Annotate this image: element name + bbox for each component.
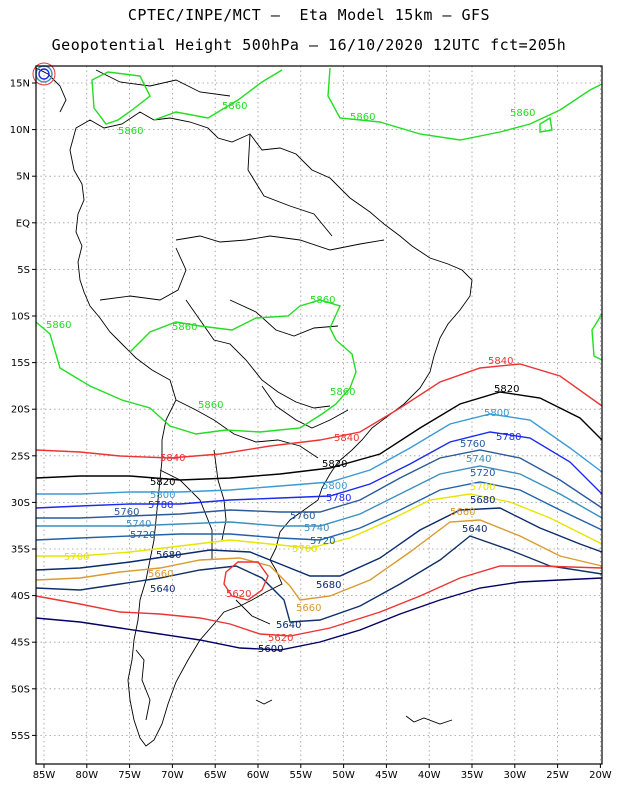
contour-label: 5860 — [330, 387, 355, 398]
latitude-label: 25S — [11, 451, 30, 462]
contour-label: 5800 — [322, 481, 347, 492]
contour-label: 5640 — [276, 620, 301, 631]
contour-label: 5780 — [496, 432, 521, 443]
contour-label: 5760 — [290, 511, 315, 522]
longitude-label: 50W — [332, 770, 355, 781]
latitude-label: 5N — [16, 172, 30, 183]
contour-label: 5860 — [310, 295, 335, 306]
contour-label: 5720 — [130, 530, 155, 541]
map-frame — [35, 65, 603, 765]
contour-label: 5760 — [114, 507, 139, 518]
longitude-label: 40W — [418, 770, 441, 781]
contour-label: 5740 — [466, 454, 491, 465]
longitude-label: 85W — [33, 770, 56, 781]
latitude-label: 45S — [11, 638, 30, 649]
contour-label: 5680 — [316, 580, 341, 591]
contour-label: 5700 — [64, 552, 89, 563]
contour-label: 5840 — [160, 453, 185, 464]
contour-label: 5860 — [222, 101, 247, 112]
contour-label: 5860 — [172, 322, 197, 333]
latitude-label: EQ — [16, 218, 30, 229]
coastlines — [35, 67, 473, 747]
contour-label: 5760 — [460, 439, 485, 450]
contour-label: 5820 — [494, 384, 519, 395]
latitude-label: 15N — [10, 79, 30, 90]
contour-label: 5660 — [296, 603, 321, 614]
contour-label: 5700 — [292, 544, 317, 555]
longitude-label: 55W — [289, 770, 312, 781]
contour-label: 5840 — [488, 356, 513, 367]
longitude-label: 30W — [503, 770, 526, 781]
contour-label: 5780 — [326, 493, 351, 504]
latitude-label: 55S — [11, 731, 30, 742]
contour-label: 5820 — [322, 459, 347, 470]
contour-label: 5860 — [198, 400, 223, 411]
contour-label: 5680 — [156, 550, 181, 561]
contour-label: 5740 — [304, 523, 329, 534]
contour-label: 5720 — [310, 536, 335, 547]
contour-label: 5620 — [268, 633, 293, 644]
contour-label: 5660 — [148, 569, 173, 580]
contour-label: 5840 — [334, 433, 359, 444]
contour-label: 5860 — [118, 126, 143, 137]
contour-label: 5780 — [148, 500, 173, 511]
contour-labels: 5860 5860 5860 5860 5860 5860 5860 5860 … — [46, 101, 535, 655]
latitude-label: 15S — [11, 358, 30, 369]
longitude-label: 65W — [204, 770, 227, 781]
map-title-line-1: CPTEC/INPE/MCT – Eta Model 15km – GFS — [127, 6, 491, 24]
contour-label: 5800 — [150, 490, 175, 501]
contour-label: 5820 — [150, 477, 175, 488]
contour-label: 5860 — [510, 108, 535, 119]
longitude-label: 60W — [247, 770, 270, 781]
contour-label: 5720 — [470, 468, 495, 479]
longitude-label: 45W — [375, 770, 398, 781]
longitude-label: 25W — [546, 770, 569, 781]
latitude-label: 20S — [11, 405, 30, 416]
graticule — [36, 66, 602, 764]
contour-label: 5800 — [484, 408, 509, 419]
longitude-label: 80W — [75, 770, 98, 781]
contour-label: 5640 — [462, 524, 487, 535]
contour-label: 5680 — [470, 495, 495, 506]
latitude-label: 10S — [11, 312, 30, 323]
latitude-label: 30S — [11, 498, 30, 509]
axes-labels: 15N 10N 5N EQ 5S 10S 15S 20S 25S 30S 35S 40S 45S 50S 5… — [10, 79, 612, 782]
latitude-label: 35S — [11, 545, 30, 556]
contour-label: 5600 — [258, 644, 283, 655]
latitude-label: 5S — [17, 265, 30, 276]
contour-label: 5740 — [126, 519, 151, 530]
latitude-label: 10N — [10, 125, 30, 136]
contour-label: 5660 — [450, 507, 475, 518]
contour-label: 5640 — [150, 584, 175, 595]
longitude-label: 20W — [589, 770, 612, 781]
latitude-label: 50S — [11, 684, 30, 695]
longitude-label: 35W — [461, 770, 484, 781]
latitude-label: 40S — [11, 591, 30, 602]
longitude-label: 70W — [161, 770, 184, 781]
contour-label: 5700 — [470, 482, 495, 493]
contour-label: 5860 — [350, 112, 375, 123]
contour-label: 5620 — [226, 589, 251, 600]
longitude-label: 75W — [118, 770, 141, 781]
height-contours — [32, 62, 603, 651]
map-title-line-2: Geopotential Height 500hPa – 16/10/2020 … — [51, 36, 567, 54]
contour-label: 5860 — [46, 320, 71, 331]
